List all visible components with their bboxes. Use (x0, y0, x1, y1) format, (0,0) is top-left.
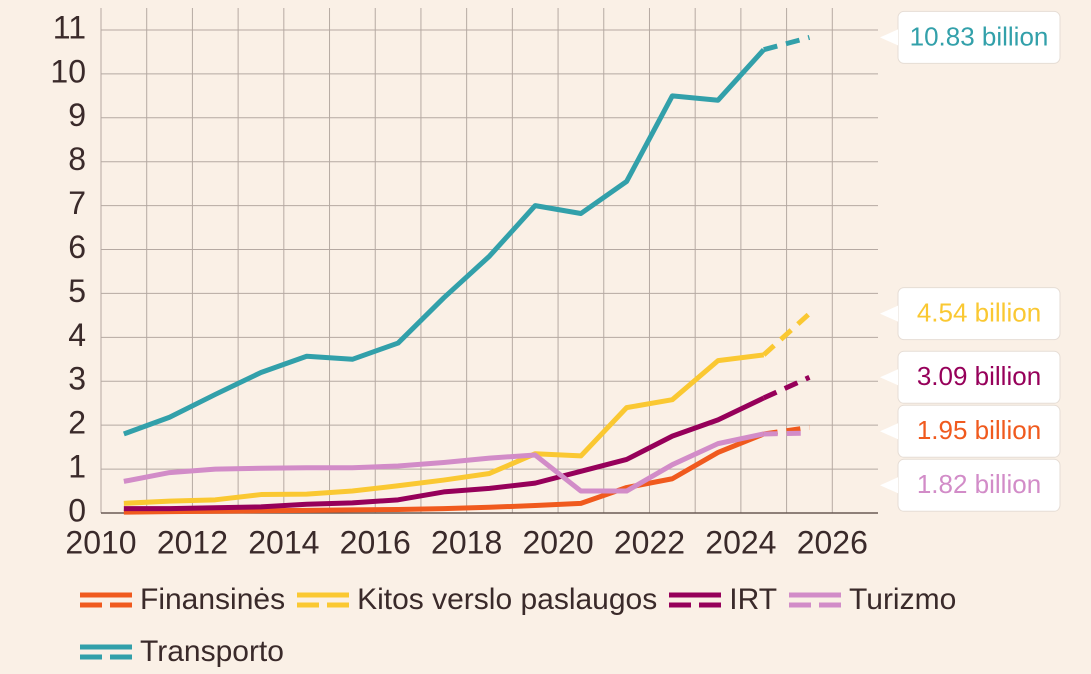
y-tick-label: 4 (68, 317, 86, 353)
end-label-text: 1.95 billion (917, 415, 1041, 445)
y-tick-label: 1 (68, 449, 86, 485)
legend-item: IRT (667, 578, 777, 622)
legend-label: IRT (729, 583, 778, 616)
end-label: 10.83 billion (880, 10, 1061, 64)
forecast-line (763, 35, 811, 53)
x-tick-label: 2016 (340, 524, 411, 560)
end-label: 1.82 billion (880, 458, 1061, 512)
x-tick-label: 2026 (797, 524, 868, 560)
legend-swatch (80, 592, 132, 608)
end-label-pointer (880, 29, 898, 46)
x-tick-label: 2014 (248, 524, 319, 560)
end-label-text: 1.82 billion (917, 469, 1041, 499)
y-tick-label: 0 (68, 492, 86, 528)
legend-item: Turizmo (787, 578, 956, 622)
end-label: 1.95 billion (880, 404, 1061, 458)
chart: 0 1 2 3 4 5 6 7 8 9 10 11 2010 2012 2014 2016 2018 2020 20… (50, 8, 1061, 560)
end-label-pointer (880, 369, 898, 386)
legend-label: Kitos verslo paslaugos (357, 583, 658, 616)
y-tick-label: 3 (68, 361, 86, 397)
line (123, 431, 765, 515)
x-tick-label: 2022 (614, 524, 685, 560)
y-tick-label: 10 (50, 53, 86, 89)
legend-swatch (789, 592, 842, 608)
x-tick-label: 2020 (522, 524, 593, 560)
end-label-text: 10.83 billion (910, 21, 1049, 51)
x-tick-label: 2010 (65, 524, 136, 560)
legend-item: Finansinės (78, 578, 285, 622)
forecast-line (762, 375, 811, 401)
end-label: 4.54 billion (880, 287, 1061, 341)
y-tick-label: 2 (68, 405, 86, 441)
legend-swatch (297, 592, 350, 608)
legend-label: Finansinės (140, 583, 286, 616)
x-tick-label: 2018 (431, 524, 502, 560)
y-tick-label: 6 (68, 229, 86, 265)
y-tick-label: 9 (68, 97, 86, 133)
y-tick-label: 7 (68, 185, 86, 221)
y-tick-label: 5 (68, 273, 86, 309)
forecast-line (762, 311, 812, 357)
y-tick-label: 8 (68, 141, 86, 177)
line (122, 48, 766, 437)
line (123, 395, 765, 512)
legend: Finansinės Kitos verslo paslaugos IRT Turiz… (78, 578, 1068, 674)
forecast-line (763, 430, 810, 437)
x-tick-label: 2024 (705, 524, 776, 560)
legend-item: Kitos verslo paslaugos (295, 578, 657, 622)
legend-label: Turizmo (849, 583, 957, 616)
x-tick-label: 2012 (157, 524, 228, 560)
line (123, 431, 765, 494)
legend-swatch (669, 592, 722, 608)
end-label-pointer (880, 477, 898, 494)
line (123, 352, 765, 506)
end-label-pointer (880, 305, 898, 322)
end-label: 3.09 billion (880, 350, 1061, 404)
end-label-text: 4.54 billion (917, 298, 1041, 328)
legend-swatch (80, 644, 132, 660)
legend-label: Transporto (140, 635, 284, 668)
end-label-text: 3.09 billion (917, 361, 1041, 391)
legend-item: Transporto (78, 630, 284, 674)
end-label-pointer (880, 423, 898, 440)
y-tick-label: 11 (53, 9, 86, 45)
